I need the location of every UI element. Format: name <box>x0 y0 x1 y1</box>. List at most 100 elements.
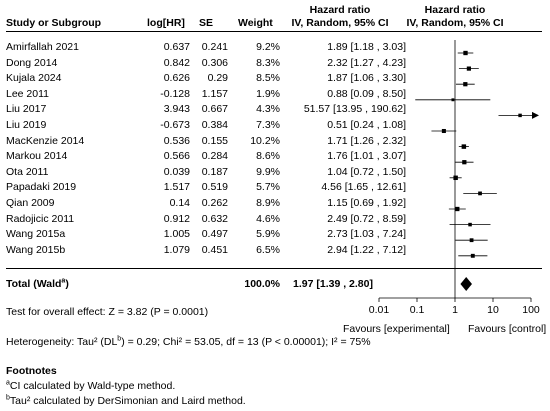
header-hr-sub: IV, Random, 95% CI <box>291 17 389 29</box>
study-se: 0.187 <box>201 165 228 178</box>
study-name: Wang 2015a <box>6 228 66 241</box>
study-se: 0.384 <box>201 119 228 131</box>
study-point <box>466 66 471 71</box>
x-tick-label: 100 <box>522 304 540 316</box>
study-se: 0.519 <box>201 181 228 194</box>
x-tick-label: 0.1 <box>410 304 425 316</box>
study-name: Kujala 2024 <box>6 72 62 85</box>
study-weight: 8.5% <box>256 72 280 85</box>
study-point <box>462 160 467 165</box>
footnote-b: bTau² calculated by DerSimonian and Lair… <box>6 394 246 408</box>
study-hr-text: 0.51 [0.24 , 1.08] <box>327 119 406 131</box>
study-name: Liu 2019 <box>6 119 47 131</box>
study-loghr: 0.14 <box>169 197 190 209</box>
study-point <box>455 206 460 212</box>
study-hr-text: 1.76 [1.01 , 3.07] <box>327 150 406 163</box>
study-weight: 1.9% <box>256 87 280 100</box>
study-point <box>468 222 472 227</box>
study-hr-text: 4.56 [1.65 , 12.61] <box>321 181 406 194</box>
heterogeneity: Heterogeneity: Tau² (DLb) = 0.29; Chi² =… <box>6 335 371 349</box>
footnotes-title: Footnotes <box>6 365 57 377</box>
header-loghr: log[HR] <box>147 17 185 29</box>
study-name: Radojicic 2011 <box>6 212 75 225</box>
study-weight: 9.9% <box>256 165 280 178</box>
study-hr-text: 1.89 [1.18 , 3.03] <box>327 41 406 53</box>
study-point <box>441 128 446 134</box>
study-loghr: 1.079 <box>163 243 190 256</box>
study-loghr: 0.912 <box>163 212 190 225</box>
study-point <box>470 253 475 258</box>
study-weight: 5.9% <box>256 228 280 241</box>
study-weight: 4.6% <box>256 212 280 225</box>
study-name: Ota 2011 <box>6 165 49 178</box>
study-name: Markou 2014 <box>6 150 68 163</box>
total-label: Total (Walda) <box>6 277 69 291</box>
study-name: MacKenzie 2014 <box>6 134 85 147</box>
study-loghr: 0.536 <box>163 134 190 147</box>
study-se: 0.451 <box>201 243 228 256</box>
header-plot-title: Hazard ratio <box>424 4 486 16</box>
study-weight: 5.7% <box>256 181 280 194</box>
study-point <box>463 50 468 56</box>
study-loghr: 0.566 <box>163 150 190 163</box>
total-rule <box>6 268 542 269</box>
study-se: 0.306 <box>201 56 228 69</box>
study-hr-text: 0.88 [0.09 , 8.50] <box>327 87 406 100</box>
pooled-diamond <box>460 277 472 291</box>
study-loghr: 0.039 <box>163 165 190 178</box>
study-name: Liu 2017 <box>6 103 47 116</box>
overall-effect: Test for overall effect: Z = 3.82 (P = 0… <box>6 306 209 318</box>
study-se: 0.29 <box>207 72 228 85</box>
study-loghr: -0.128 <box>160 87 190 100</box>
study-hr-text: 2.32 [1.27 , 4.23] <box>327 56 406 69</box>
study-hr-text: 2.49 [0.72 , 8.59] <box>327 212 406 225</box>
study-name: Amirfallah 2021 <box>6 41 79 53</box>
study-hr-text: 2.73 [1.03 , 7.24] <box>327 228 406 241</box>
study-name: Wang 2015b <box>6 243 66 256</box>
study-se: 0.632 <box>201 212 228 225</box>
x-tick-label: 1 <box>452 304 458 316</box>
study-loghr: 3.943 <box>163 103 190 116</box>
study-se: 0.497 <box>201 228 228 241</box>
study-se: 1.157 <box>201 87 228 100</box>
ci-arrow <box>532 111 539 119</box>
footnote-a: aCI calculated by Wald-type method. <box>6 379 176 393</box>
study-weight: 9.2% <box>256 41 280 53</box>
study-loghr: 0.626 <box>163 72 190 85</box>
study-hr-text: 1.87 [1.06 , 3.30] <box>327 72 406 85</box>
study-se: 0.667 <box>201 103 228 116</box>
study-point <box>451 98 455 102</box>
study-point <box>518 113 522 118</box>
study-weight: 6.5% <box>256 243 280 256</box>
study-se: 0.262 <box>201 197 228 209</box>
study-point <box>478 191 482 196</box>
header-se: SE <box>199 17 214 29</box>
study-hr-text: 1.71 [1.26 , 2.32] <box>327 134 406 147</box>
study-weight: 4.3% <box>256 103 280 116</box>
header-plot-sub: IV, Random, 95% CI <box>406 17 504 29</box>
study-name: Dong 2014 <box>6 56 58 69</box>
study-loghr: 1.517 <box>163 181 190 194</box>
study-weight: 10.2% <box>250 134 280 147</box>
study-se: 0.241 <box>201 41 228 53</box>
study-point <box>453 175 458 181</box>
header-rule <box>6 31 542 32</box>
study-point <box>469 238 474 243</box>
x-tick-label: 10 <box>487 304 499 316</box>
study-hr-text: 1.15 [0.69 , 1.92] <box>327 197 406 209</box>
total-hr-text: 1.97 [1.39 , 2.80] <box>293 278 373 290</box>
study-point <box>463 82 468 87</box>
favours-right: Favours [control] <box>468 323 547 335</box>
study-name: Qian 2009 <box>6 197 55 209</box>
study-name: Papadaki 2019 <box>6 181 77 194</box>
study-weight: 8.9% <box>256 197 280 209</box>
study-hr-text: 51.57 [13.95 , 190.62] <box>303 103 406 116</box>
study-hr-text: 1.04 [0.72 , 1.50] <box>327 165 406 178</box>
header-hr-title: Hazard ratio <box>309 4 371 16</box>
study-se: 0.284 <box>201 150 228 163</box>
study-loghr: 0.842 <box>163 56 190 69</box>
header-weight: Weight <box>238 17 273 29</box>
study-weight: 8.3% <box>256 56 280 69</box>
study-weight: 8.6% <box>256 150 280 163</box>
